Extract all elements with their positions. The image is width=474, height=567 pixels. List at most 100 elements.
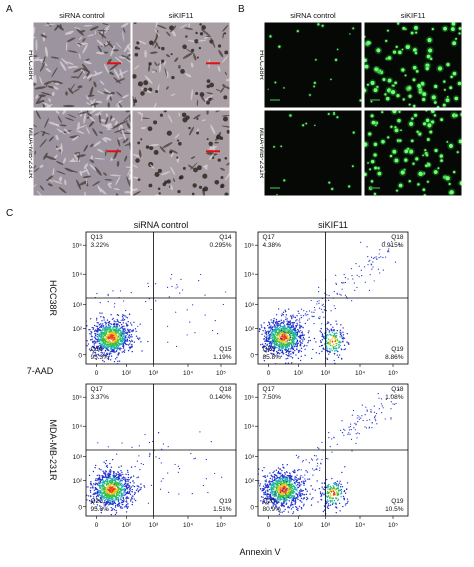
x-tick-label: 10⁵: [388, 370, 398, 377]
event-dot: [300, 330, 301, 331]
event-dot: [109, 484, 110, 485]
event-dot: [270, 319, 271, 320]
event-dot: [108, 517, 109, 518]
event-dot: [99, 480, 100, 481]
event-dot: [128, 485, 129, 486]
event-dot: [88, 343, 89, 344]
event-dot: [294, 329, 295, 330]
cell: [195, 92, 198, 95]
event-dot: [100, 342, 101, 343]
event-dot: [107, 350, 108, 351]
event-dot: [296, 319, 297, 320]
event-dot: [130, 477, 131, 478]
fluorescent-cell: [315, 59, 317, 61]
event-dot: [283, 353, 284, 354]
event-dot: [144, 487, 145, 488]
event-dot: [121, 494, 122, 495]
event-dot: [105, 463, 106, 464]
event-dot: [110, 480, 111, 481]
event-dot: [275, 334, 276, 335]
event-dot: [329, 330, 330, 331]
event-dot: [285, 349, 286, 350]
fluorescent-cell: [348, 185, 350, 187]
event-dot: [259, 331, 260, 332]
event-dot: [262, 330, 263, 331]
event-dot: [120, 481, 121, 482]
event-dot: [114, 500, 115, 501]
fluorescent-cell: [367, 84, 369, 86]
event-dot: [285, 352, 286, 353]
event-dot: [309, 310, 310, 311]
event-dot: [114, 331, 115, 332]
event-dot: [265, 494, 266, 495]
event-dot: [100, 302, 101, 303]
event-dot: [281, 356, 282, 357]
fluorescent-cell: [440, 159, 443, 162]
event-dot: [211, 441, 212, 442]
event-dot: [106, 326, 107, 327]
event-dot: [95, 492, 96, 493]
event-dot: [118, 498, 119, 499]
event-dot: [167, 342, 168, 343]
fluorescent-cell: [446, 141, 448, 143]
event-dot: [102, 336, 103, 337]
event-dot: [292, 327, 293, 328]
event-dot: [284, 344, 285, 345]
event-dot: [333, 335, 334, 336]
event-dot: [304, 355, 305, 356]
event-dot: [130, 499, 131, 500]
event-dot: [111, 467, 112, 468]
event-dot: [176, 284, 177, 285]
event-dot: [104, 497, 105, 498]
event-dot: [86, 499, 87, 500]
event-dot: [332, 346, 333, 347]
event-dot: [111, 482, 112, 483]
fluorescent-cell: [422, 92, 426, 96]
event-dot: [189, 322, 190, 323]
event-dot: [332, 332, 333, 333]
event-dot: [127, 506, 128, 507]
event-dot: [290, 367, 291, 368]
event-dot: [137, 337, 138, 338]
event-dot: [327, 334, 328, 335]
event-dot: [103, 480, 104, 481]
event-dot: [107, 467, 108, 468]
event-dot: [273, 364, 274, 365]
event-dot: [96, 496, 97, 497]
event-dot: [292, 471, 293, 472]
event-dot: [108, 474, 109, 475]
event-dot: [348, 342, 349, 343]
cell: [206, 101, 210, 105]
event-dot: [121, 465, 122, 466]
event-dot: [264, 341, 265, 342]
event-dot: [108, 301, 109, 302]
event-dot: [256, 495, 257, 496]
event-dot: [143, 464, 144, 465]
quadrant-name: Q20: [263, 346, 276, 353]
event-dot: [294, 331, 295, 332]
event-dot: [112, 508, 113, 509]
event-dot: [123, 479, 124, 480]
event-dot: [113, 318, 114, 319]
event-dot: [127, 503, 128, 504]
fluorescent-cell: [422, 155, 424, 157]
event-dot: [106, 322, 107, 323]
cell: [203, 188, 206, 191]
event-dot: [302, 494, 303, 495]
event-dot: [269, 343, 270, 344]
event-dot: [100, 340, 101, 341]
quadrant-percent: 8.86%: [385, 354, 404, 361]
event-dot: [301, 498, 302, 499]
event-dot: [322, 311, 323, 312]
event-dot: [113, 332, 114, 333]
cell: [132, 74, 137, 79]
event-dot: [130, 488, 131, 489]
event-dot: [103, 348, 104, 349]
fluorescent-cell: [335, 59, 337, 61]
fluorescent-cell: [404, 150, 408, 154]
cell: [220, 184, 224, 188]
event-dot: [382, 257, 383, 258]
event-dot: [301, 317, 302, 318]
event-dot: [121, 490, 122, 491]
